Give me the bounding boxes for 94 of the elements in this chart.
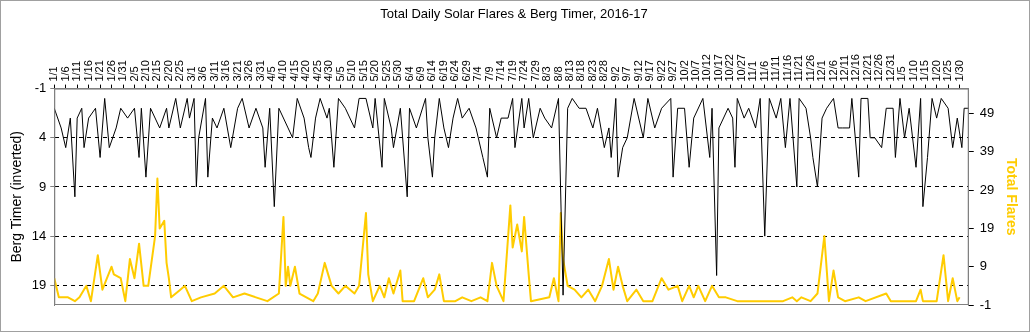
x-tick-label: 6/24 <box>448 60 461 82</box>
x-tick-label: 1/31 <box>116 60 129 82</box>
x-tick-label: 12/6 <box>826 60 839 82</box>
x-tick-label: 4/15 <box>287 60 300 82</box>
chart-title: Total Daily Solar Flares & Berg Timer, 2016-17 <box>380 6 648 22</box>
x-tick-label: 2/5 <box>127 66 140 82</box>
x-tick-label: 7/24 <box>517 60 530 82</box>
x-tick-label: 3/26 <box>242 60 255 82</box>
x-tick-label: 2/25 <box>173 60 186 82</box>
x-tick-label: 12/16 <box>849 54 862 82</box>
x-tick-label: 1/30 <box>952 60 965 82</box>
x-tick-label: 6/14 <box>425 60 438 82</box>
x-tick-label: 10/2 <box>677 60 690 82</box>
x-tick-label: 8/18 <box>574 60 587 82</box>
x-tick-label: 1/1 <box>47 66 60 82</box>
y-tick-label: 19 <box>31 276 47 292</box>
y2-tick-label: -1 <box>979 296 992 312</box>
x-tick-label: 10/22 <box>723 54 736 82</box>
y-tick-label: 9 <box>39 178 47 194</box>
x-tick-label: 11/21 <box>792 54 805 82</box>
x-tick-label: 1/16 <box>81 60 94 82</box>
x-tick-label: 9/17 <box>643 60 656 82</box>
x-tick-label: 4/30 <box>322 60 335 82</box>
y-tick-label: 4 <box>39 129 47 145</box>
x-tick-label: 5/5 <box>333 66 346 82</box>
x-tick-label: 1/26 <box>104 60 117 82</box>
x-tick-label: 6/4 <box>402 66 415 82</box>
x-tick-label: 1/11 <box>70 61 83 82</box>
y2-tick-label: 9 <box>979 258 987 274</box>
x-tick-label: 1/6 <box>58 66 71 82</box>
x-tick-label: 11/16 <box>780 54 793 82</box>
x-tick-label: 11/11 <box>769 55 782 82</box>
x-tick-label: 6/9 <box>414 66 426 82</box>
x-tick-label: 10/27 <box>734 54 747 82</box>
x-tick-label: 4/25 <box>310 60 323 82</box>
x-tick-label: 2/20 <box>161 60 174 82</box>
y2-tick-label: 19 <box>979 219 995 235</box>
x-tick-label: 4/5 <box>265 66 278 82</box>
y-axis-title: Berg Timer (inverted) <box>8 131 25 263</box>
x-tick-label: 12/1 <box>815 60 828 82</box>
x-tick-label: 3/6 <box>196 66 209 82</box>
x-tick-label: 1/25 <box>941 60 954 82</box>
x-tick-label: 12/11 <box>838 54 851 82</box>
x-tick-label: 10/12 <box>700 54 713 82</box>
x-tick-label: 10/17 <box>711 54 724 82</box>
x-tick-label: 4/10 <box>276 60 289 82</box>
x-tick-label: 11/1 <box>746 61 759 82</box>
x-tick-label: 3/16 <box>219 60 232 82</box>
x-tick-label: 3/31 <box>253 60 266 82</box>
x-tick-label: 4/20 <box>299 60 312 82</box>
x-tick-label: 7/29 <box>528 60 541 82</box>
x-tick-label: 5/15 <box>356 60 369 82</box>
x-tick-label: 6/19 <box>436 60 449 82</box>
x-tick-label: 5/25 <box>379 60 392 82</box>
x-tick-label: 8/8 <box>551 66 564 82</box>
x-tick-label: 9/2 <box>608 66 621 82</box>
x-tick-label: 7/9 <box>482 66 495 82</box>
x-tick-label: 11/26 <box>803 54 816 82</box>
x-tick-label: 12/31 <box>883 54 896 82</box>
x-tick-label: 1/5 <box>895 66 908 82</box>
x-tick-label: 12/26 <box>872 54 885 82</box>
y2-tick-label: 49 <box>979 105 995 121</box>
x-tick-label: 8/28 <box>597 60 610 82</box>
x-tick-label: 5/20 <box>368 60 381 82</box>
x-tick-label: 7/4 <box>471 66 484 82</box>
y2-tick-label: 29 <box>979 181 995 197</box>
x-tick-label: 5/10 <box>345 60 358 82</box>
x-tick-label: 2/10 <box>138 60 151 82</box>
y-tick-label: 14 <box>31 227 47 243</box>
x-tick-label: 8/13 <box>562 60 575 82</box>
x-tick-label: 9/12 <box>631 60 644 82</box>
x-tick-label: 1/15 <box>918 60 931 82</box>
x-tick-label: 1/21 <box>93 60 106 82</box>
x-tick-label: 11/6 <box>757 61 770 82</box>
x-tick-label: 9/22 <box>654 60 667 82</box>
x-tick-label: 6/29 <box>459 60 472 82</box>
x-tick-label: 8/3 <box>540 66 553 82</box>
x-tick-label: 3/21 <box>230 60 243 82</box>
x-tick-label: 5/30 <box>391 60 404 82</box>
y2-tick-label: 39 <box>979 143 995 159</box>
x-tick-label: 9/27 <box>666 60 679 82</box>
x-tick-label: 3/11 <box>207 61 220 82</box>
x-tick-label: 8/23 <box>585 60 598 82</box>
y-tick-label: -1 <box>34 80 47 96</box>
x-tick-label: 12/21 <box>860 54 873 82</box>
x-tick-label: 1/10 <box>906 60 919 82</box>
x-tick-label: 9/7 <box>620 66 633 82</box>
x-tick-label: 7/19 <box>505 60 518 82</box>
y2-axis-title: Total Flares <box>1003 158 1020 236</box>
x-tick-label: 3/1 <box>184 66 197 82</box>
x-tick-label: 7/14 <box>494 60 507 82</box>
x-tick-label: 10/7 <box>689 60 702 82</box>
x-tick-label: 2/15 <box>150 60 163 82</box>
x-tick-label: 1/20 <box>929 60 942 82</box>
